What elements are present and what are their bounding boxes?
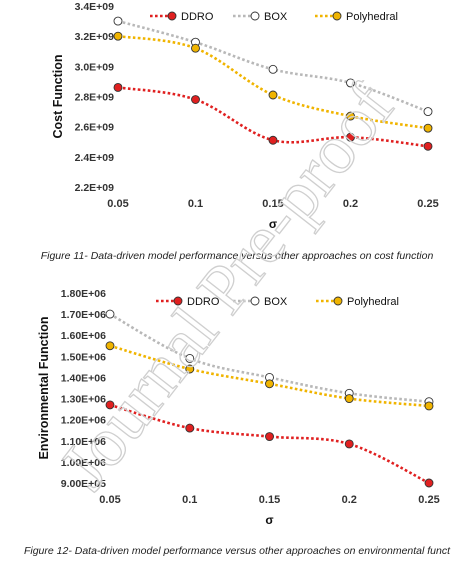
series-line-polyhedral (109, 344, 430, 408)
data-point-box (423, 107, 433, 117)
data-point-polyhedral (424, 401, 434, 411)
legend-swatch-marker-box (250, 296, 260, 306)
data-point-box (105, 309, 115, 319)
x-axis-label: σ (269, 217, 277, 231)
data-point-box (113, 16, 123, 26)
environmental-function-chart: 9.00E+05 1.00E+06 1.10E+06 1.20E+06 1.30E+06… (0, 278, 474, 536)
data-point-polyhedral (105, 341, 115, 351)
data-point-ddro (344, 439, 354, 449)
y-tick-label: 3.4E+09 (75, 1, 115, 13)
y-axis-label: Environmental Function (37, 316, 51, 459)
y-tick-label: 1.10E+06 (61, 436, 106, 448)
data-point-polyhedral (268, 90, 278, 100)
y-tick-label: 1.30E+06 (61, 394, 106, 406)
x-tick-label: 0.25 (417, 198, 438, 210)
data-point-polyhedral (344, 394, 354, 404)
legend-label-polyhedral: Polyhedral (346, 11, 398, 23)
cost-function-chart: 2.2E+09 2.4E+09 2.6E+09 2.8E+09 3.0E+09 3.2E+… (0, 0, 474, 250)
x-tick-label: 0.05 (107, 198, 128, 210)
data-point-box (185, 353, 195, 363)
y-tick-label: 1.50E+06 (61, 351, 106, 363)
series-line-box (109, 312, 430, 404)
y-tick-label: 1.60E+06 (61, 330, 106, 342)
legend-swatch-marker-ddro (167, 11, 177, 21)
y-tick-label: 2.8E+09 (75, 92, 115, 104)
x-tick-label: 0.15 (259, 494, 280, 506)
legend-label-polyhedral: Polyhedral (347, 296, 399, 308)
data-point-ddro (105, 400, 115, 410)
figure-12-caption: Figure 12- Data-driven model performance… (23, 545, 451, 557)
y-tick-label: 1.70E+06 (61, 309, 106, 321)
y-tick-label: 3.2E+09 (75, 31, 115, 43)
data-point-ddro (268, 135, 278, 145)
data-point-ddro (424, 478, 434, 488)
y-tick-label: 1.20E+06 (61, 415, 106, 427)
legend-swatch-marker-polyhedral (333, 296, 343, 306)
data-point-polyhedral (346, 111, 355, 121)
data-point-ddro (265, 432, 274, 442)
data-point-polyhedral (265, 379, 274, 389)
y-tick-label: 2.6E+09 (75, 122, 115, 134)
y-tick-label: 1.00E+06 (61, 457, 106, 469)
y-tick-label: 1.80E+06 (61, 288, 106, 300)
data-point-ddro (185, 423, 195, 433)
legend-swatch-marker-ddro (173, 296, 183, 306)
x-tick-label: 0.15 (262, 198, 283, 210)
y-tick-label: 9.00E+05 (61, 478, 106, 490)
data-point-ddro (113, 82, 123, 92)
legend-swatch-marker-box (250, 11, 260, 21)
legend-label-ddro: DDRO (181, 11, 214, 23)
legend-label-box: BOX (264, 11, 288, 23)
data-point-polyhedral (191, 43, 200, 53)
y-tick-label: 2.2E+09 (75, 182, 115, 194)
x-tick-label: 0.25 (418, 494, 439, 506)
x-tick-label: 0.2 (342, 494, 357, 506)
x-tick-label: 0.1 (188, 198, 203, 210)
y-tick-label: 3.0E+09 (75, 61, 115, 73)
x-tick-label: 0.05 (99, 494, 120, 506)
legend-swatch-marker-polyhedral (332, 11, 342, 21)
legend-label-box: BOX (264, 296, 288, 308)
x-tick-label: 0.2 (343, 198, 358, 210)
y-tick-label: 2.4E+09 (75, 152, 115, 164)
data-point-polyhedral (185, 364, 195, 374)
figure-11-caption: Figure 11- Data-driven model performance… (40, 250, 434, 262)
data-point-ddro (346, 132, 355, 142)
series-line-polyhedral (117, 34, 429, 130)
data-point-polyhedral (113, 31, 123, 41)
x-tick-label: 0.1 (182, 494, 197, 506)
series-line-ddro (109, 403, 430, 485)
data-point-box (346, 78, 355, 88)
y-axis-label: Cost Function (51, 54, 65, 138)
cost-chart-svg: 2.2E+09 2.4E+09 2.6E+09 2.8E+09 3.0E+09 3.2E+… (51, 1, 439, 231)
data-point-ddro (423, 141, 433, 151)
x-axis-label: σ (265, 513, 273, 527)
data-point-polyhedral (423, 123, 433, 133)
y-tick-label: 1.40E+06 (61, 372, 106, 384)
legend-label-ddro: DDRO (187, 296, 220, 308)
data-point-box (268, 64, 278, 74)
env-chart-svg: 9.00E+05 1.00E+06 1.10E+06 1.20E+06 1.30E+06… (37, 288, 440, 527)
data-point-ddro (191, 95, 200, 104)
